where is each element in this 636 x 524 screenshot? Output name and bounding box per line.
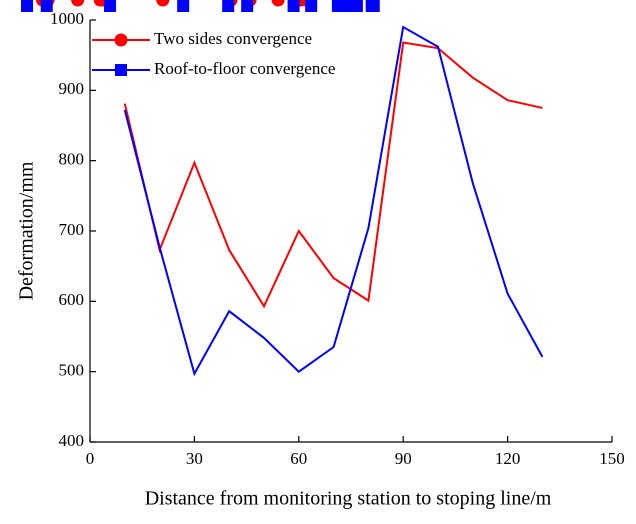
legend-marker: [115, 64, 127, 76]
legend-label: Two sides convergence: [154, 29, 312, 48]
marker: [341, 0, 354, 12]
x-tick-label: 60: [290, 449, 307, 468]
marker: [365, 0, 378, 12]
y-tick-label: 800: [59, 150, 85, 169]
marker: [241, 0, 254, 12]
y-tick-label: 700: [59, 220, 85, 239]
marker: [222, 0, 235, 12]
x-axis-label: Distance from monitoring station to stop…: [145, 488, 552, 510]
y-tick-label: 900: [59, 79, 85, 98]
marker: [156, 0, 170, 7]
marker: [271, 0, 285, 7]
y-tick-label: 400: [59, 431, 85, 450]
legend-label: Roof-to-floor convergence: [154, 59, 335, 78]
y-tick-label: 500: [59, 361, 85, 380]
marker: [40, 0, 53, 12]
y-axis-label: Deformation/mm: [16, 161, 38, 300]
y-tick-label: 1000: [50, 9, 84, 28]
x-tick-label: 30: [186, 449, 203, 468]
marker: [287, 0, 300, 12]
marker: [71, 0, 85, 7]
x-tick-label: 120: [495, 449, 521, 468]
marker: [177, 0, 190, 12]
marker: [21, 0, 34, 12]
series-line: [123, 25, 544, 377]
marker: [331, 0, 344, 12]
marker: [305, 0, 318, 12]
y-tick-label: 600: [59, 290, 85, 309]
x-tick-label: 0: [86, 449, 95, 468]
legend-marker: [114, 33, 128, 47]
marker: [104, 0, 117, 12]
marker: [350, 0, 363, 12]
x-tick-label: 90: [395, 449, 412, 468]
x-tick-label: 150: [599, 449, 625, 468]
series-line: [123, 41, 543, 309]
